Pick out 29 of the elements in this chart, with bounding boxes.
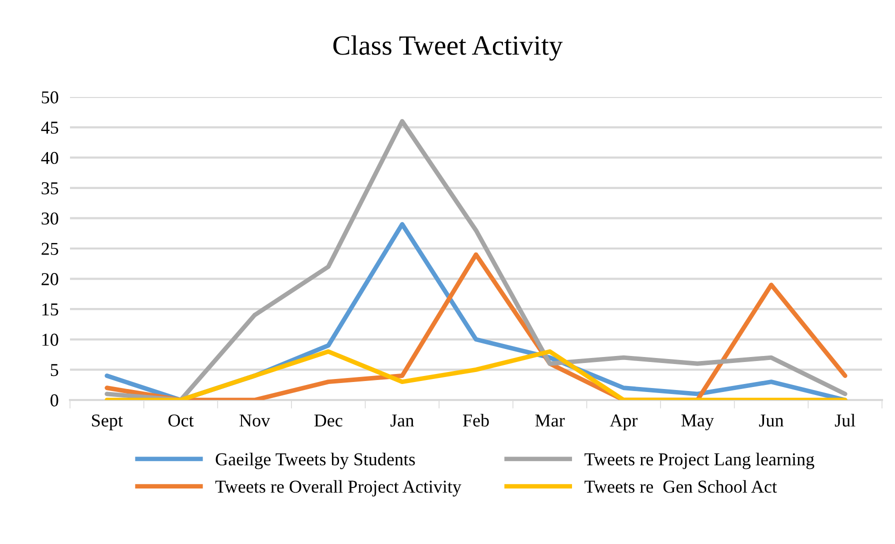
x-tick-label: Apr <box>610 414 638 430</box>
legend-label: Tweets re Project Lang learning <box>584 452 814 470</box>
x-tick-label: Dec <box>314 414 342 427</box>
legend-label: Gaeilge Tweets by Students <box>216 452 415 470</box>
line-series <box>104 119 848 400</box>
x-tick-label: Feb <box>462 414 489 427</box>
x-tick-label: Nov <box>240 414 270 427</box>
y-tick-label: 20 <box>42 273 58 286</box>
legend-label: Tweets re Overall Project Activity <box>215 480 462 497</box>
y-tick-label: 40 <box>41 152 58 164</box>
line-series <box>104 349 848 400</box>
chart-title: Class Tweet Activity <box>333 35 563 61</box>
y-tick-label: 0 <box>50 394 58 406</box>
x-tick-label: Mar <box>535 414 565 427</box>
x-tick-label: Jun <box>759 414 784 427</box>
y-tick-label: 35 <box>42 182 58 194</box>
y-tick-label: 10 <box>42 334 58 346</box>
y-tick-label: 5 <box>50 364 58 376</box>
x-tick-label: Sept <box>92 414 123 430</box>
x-tick-label: Oct <box>168 414 194 427</box>
x-tick-label: May <box>681 414 714 430</box>
y-tick-label: 45 <box>41 122 58 134</box>
y-tick-label: 15 <box>42 303 58 316</box>
legend-label: Tweets re Gen School Act <box>584 480 777 493</box>
y-tick-label: 25 <box>42 242 58 255</box>
y-tick-label: 50 <box>42 91 58 104</box>
y-tick-label: 30 <box>42 212 58 225</box>
x-tick-label: Jul <box>834 414 856 427</box>
x-tick-label: Jan <box>390 414 414 427</box>
